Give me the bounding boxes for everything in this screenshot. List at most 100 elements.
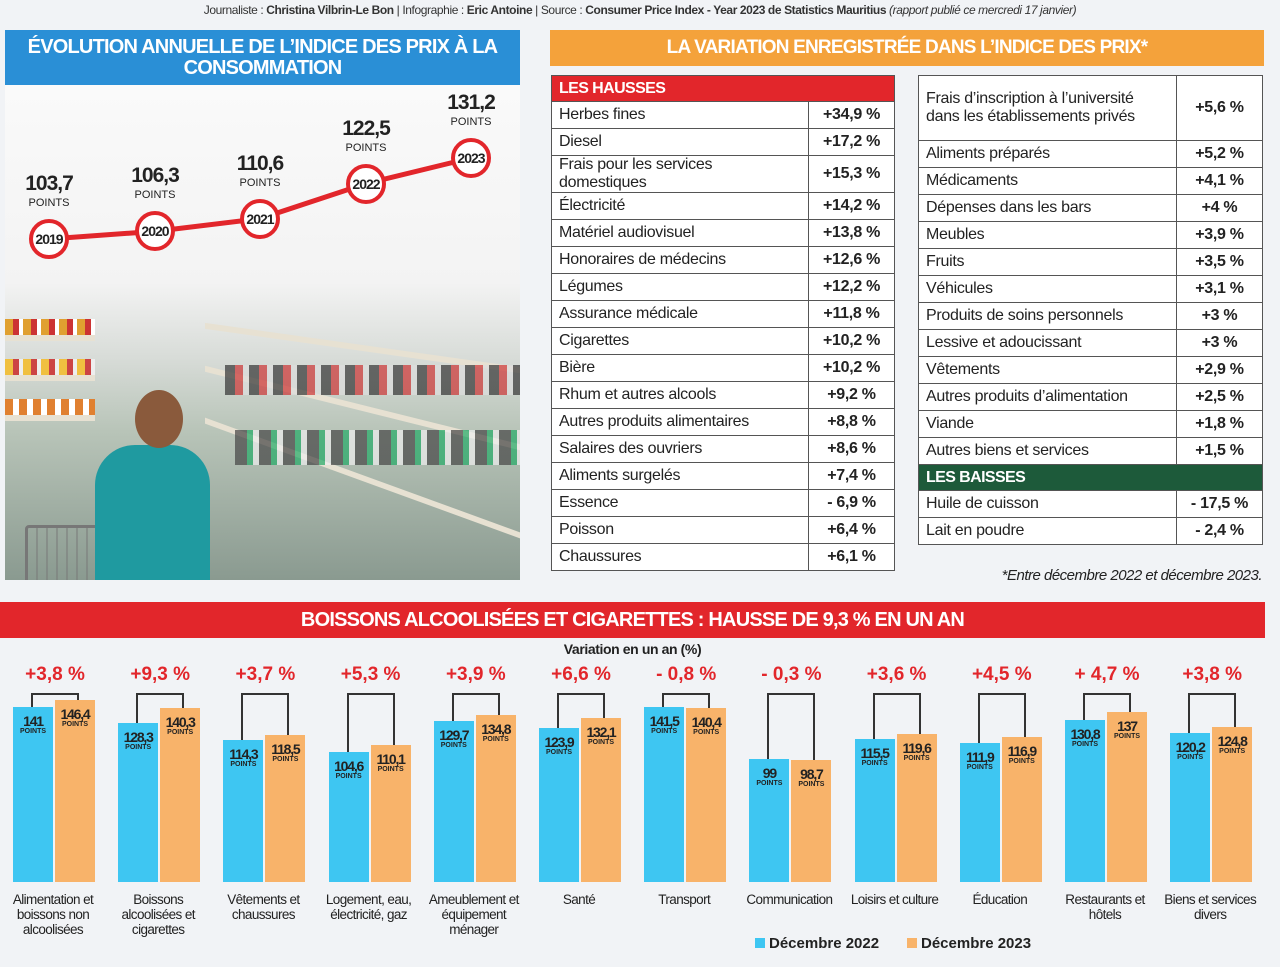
table-row: Aliments préparés +5,2 % <box>918 140 1263 168</box>
table-item-label: Poisson <box>551 516 809 544</box>
table-item-label: Essence <box>551 489 809 517</box>
table-item-value: +11,8 % <box>808 300 895 328</box>
bar-unit-2022: POINTS <box>1177 753 1204 761</box>
table-item-label: Autres biens et services <box>918 437 1177 465</box>
variation-bracket <box>1083 693 1131 722</box>
bar-value-2022: 141,5 <box>649 712 680 729</box>
hausses-header: LES HAUSSES <box>551 75 895 102</box>
bar-dec-2023 <box>55 700 95 882</box>
hausses-table: LES HAUSSES Herbes fines +34,9 % Diesel +17,… <box>551 75 895 571</box>
bar-value-2022: 111,9 <box>966 749 995 766</box>
variation-label: +3,6 % <box>866 664 927 685</box>
table-row: Huile de cuisson - 17,5 % <box>918 490 1263 518</box>
hausses-baisses-table: Frais d’inscription à l’université dans … <box>918 75 1263 545</box>
bar-unit-2022: POINTS <box>861 759 888 767</box>
table-item-value: +4,1 % <box>1176 167 1263 195</box>
bar-unit-2023: POINTS <box>587 739 615 747</box>
table-row: Frais d’inscription à l’université dans … <box>918 75 1263 141</box>
variation-label: +3,9 % <box>445 664 506 685</box>
legend-item-2023: Décembre 2023 <box>907 935 1031 952</box>
credits-line: Journaliste : Christina Vilbrin-Le Bon |… <box>0 3 1280 17</box>
table-item-value: +3,1 % <box>1176 275 1263 303</box>
table-item-label: Chaussures <box>551 543 809 571</box>
table-item-label: Meubles <box>918 221 1177 249</box>
table-row: Lessive et adoucissant +3 % <box>918 329 1263 357</box>
shopper <box>95 445 210 580</box>
bar-unit-2023: POINTS <box>1113 733 1141 741</box>
table-item-label: Lait en poudre <box>918 517 1177 545</box>
bar-unit-2023: POINTS <box>377 766 404 774</box>
bar-unit-2023: POINTS <box>61 721 89 729</box>
designer-name: Eric Antoine <box>466 3 533 17</box>
year-marker-2019: 2019 <box>29 219 69 259</box>
table-row: Chaussures +6,1 % <box>551 543 895 571</box>
category-label: Ameublement et équipement ménager <box>428 892 520 937</box>
bar-value-2022: 115,5 <box>860 744 889 761</box>
bar-dec-2022 <box>959 743 1000 882</box>
variation-label: + 4,7 % <box>1074 664 1140 685</box>
category-label: Communication <box>746 892 833 907</box>
bar-value-2022: 120,2 <box>1175 738 1206 755</box>
table-row: Rhum et autres alcools +9,2 % <box>551 381 895 409</box>
table-item-label: Rhum et autres alcools <box>551 381 809 409</box>
table-item-value: +5,6 % <box>1176 75 1263 141</box>
table-row: Matériel audiovisuel +13,8 % <box>551 219 895 247</box>
bar-dec-2022 <box>1065 719 1105 882</box>
table-row: Honoraires de médecins +12,6 % <box>551 246 895 274</box>
year-marker-2020: 2020 <box>135 211 175 252</box>
table-row: Fruits +3,5 % <box>918 248 1263 276</box>
table-item-value: +5,2 % <box>1176 140 1263 168</box>
bar-value-2022: 129,7 <box>439 727 469 744</box>
left-panel-title: ÉVOLUTION ANNUELLE DE L’INDICE DES PRIX … <box>5 30 520 85</box>
table-item-value: +10,2 % <box>808 354 895 382</box>
variation-bracket <box>241 693 290 743</box>
bar-dec-2023 <box>791 759 832 882</box>
category-label: Alimentation et boissons non alcoolisées <box>12 892 94 937</box>
bar-chart-subtitle: Variation en un an (%) <box>563 641 702 657</box>
bar-chart-title: BOISSONS ALCOOLISÉES ET CIGARETTES : HAU… <box>0 602 1265 638</box>
table-item-label: Dépenses dans les bars <box>918 194 1177 222</box>
table-item-value: - 17,5 % <box>1176 490 1263 518</box>
bar-value-2023: 124,8 <box>1217 733 1248 750</box>
table-item-value: +14,2 % <box>808 192 895 220</box>
table-row: Produits de soins personnels +3 % <box>918 302 1263 330</box>
table-item-value: +3,5 % <box>1176 248 1263 276</box>
table-item-value: +9,2 % <box>808 381 895 409</box>
table-item-value: +8,6 % <box>808 435 895 463</box>
table-item-value: +6,4 % <box>808 516 895 544</box>
table-item-label: Légumes <box>551 273 809 301</box>
bar-unit-2022: POINTS <box>545 749 573 757</box>
table-item-label: Herbes fines <box>551 101 809 129</box>
variation-label: +3,8 % <box>25 664 85 685</box>
table-row: Autres biens et services +1,5 % <box>918 437 1263 465</box>
category-label: Biens et services divers <box>1164 892 1257 922</box>
table-item-value: +3 % <box>1176 302 1263 330</box>
bar-unit-2023: POINTS <box>1219 748 1246 756</box>
table-item-value: +8,8 % <box>808 408 895 436</box>
cpi-value-label: 103,7 <box>25 172 74 195</box>
year-marker-2022: 2022 <box>346 163 386 204</box>
cpi-value-label: 110,6 <box>236 151 284 175</box>
category-label: Restaurants et hôtels <box>1065 892 1145 922</box>
table-row: Vêtements +2,9 % <box>918 356 1263 384</box>
category-label: Logement, eau, électricité, gaz <box>325 892 412 922</box>
table-item-label: Cigarettes <box>551 327 809 355</box>
bar-value-2022: 123,9 <box>544 734 574 751</box>
table-row: Véhicules +3,1 % <box>918 275 1263 303</box>
variation-bracket <box>977 693 1026 746</box>
bar-dec-2023 <box>896 733 937 882</box>
legend-label: Décembre 2023 <box>921 935 1032 952</box>
bar-dec-2023 <box>370 745 411 882</box>
table-item-value: +12,2 % <box>808 273 895 301</box>
variation-bracket <box>346 693 395 755</box>
variation-bracket <box>872 693 921 741</box>
table-item-label: Frais d’inscription à l’université dans … <box>918 75 1177 141</box>
bar-value-2022: 128,3 <box>123 728 154 745</box>
bar-dec-2022 <box>1170 732 1211 882</box>
bar-dec-2023 <box>581 718 621 882</box>
bar-dec-2022 <box>328 752 369 882</box>
table-row: Diesel +17,2 % <box>551 128 895 156</box>
credit-label: Journaliste : <box>203 3 267 17</box>
bar-value-2022: 114,3 <box>229 746 258 763</box>
table-item-label: Salaires des ouvriers <box>551 435 809 463</box>
